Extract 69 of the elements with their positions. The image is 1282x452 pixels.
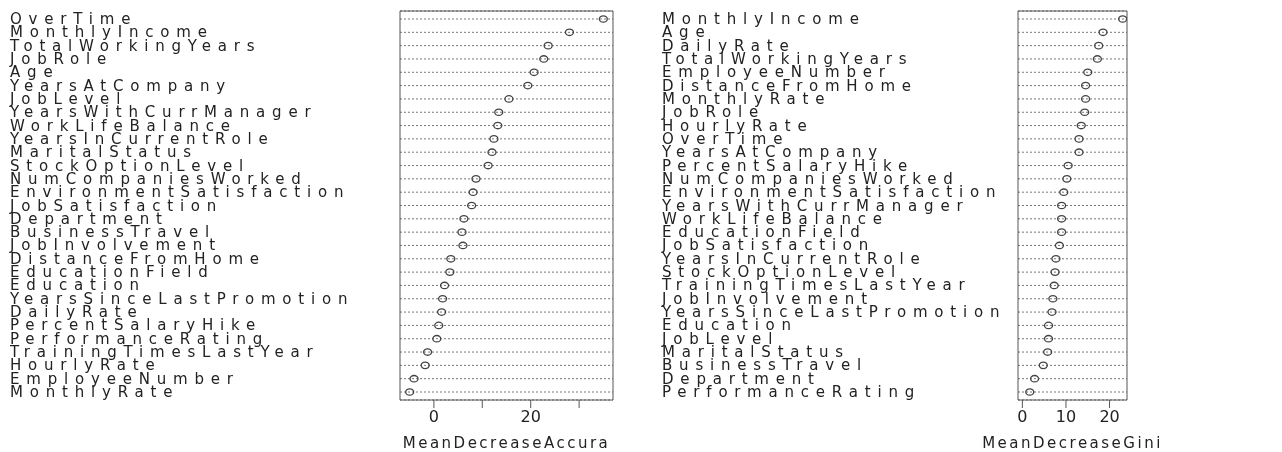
point [1063,161,1073,170]
point [1038,361,1048,370]
point [1043,348,1053,356]
point [1074,135,1084,143]
point [1048,294,1058,303]
point [422,348,433,356]
point [468,188,478,197]
point [1080,81,1091,90]
point [1080,108,1090,117]
point [1043,321,1054,330]
point [1080,95,1091,103]
point [1056,228,1067,236]
point [564,28,575,37]
y-tick-label: Department [662,369,821,388]
point [405,388,415,396]
point [1076,121,1086,130]
y-tick-label: YearsWithCurrManager [661,196,970,215]
x-axis-title: MeanDecreaseAccura [402,434,611,452]
point [1049,281,1059,290]
point [489,135,499,143]
x-tick-label: 0 [428,407,439,426]
point [1050,268,1060,276]
point [436,308,447,316]
point [1043,334,1054,343]
point [446,254,456,263]
y-tick-label: MonthlyIncome [662,9,866,28]
point [1051,254,1061,263]
x-tick-label: 20 [1099,407,1120,426]
point [458,241,468,250]
point [1025,388,1035,396]
point [1062,175,1072,183]
y-tick-label: StockOptionLevel [10,156,250,175]
point [1083,68,1093,77]
point [437,294,448,303]
point [432,334,442,343]
point [439,281,450,290]
point [539,55,549,63]
point [1092,55,1102,63]
x-tick-label: 0 [1017,407,1028,426]
point [471,175,481,183]
point [1098,28,1108,37]
point [459,214,469,223]
point [1029,374,1040,383]
point [1094,41,1104,50]
point [487,148,497,157]
point [523,81,533,90]
point [409,374,419,383]
point [445,268,455,276]
point [483,161,493,170]
x-axis-title: MeanDecreaseGini [982,434,1163,452]
point [1054,241,1065,250]
point [529,68,539,77]
point [543,41,553,50]
point [1047,308,1057,316]
point [467,201,477,210]
point [598,15,608,23]
point [1117,15,1127,23]
x-tick-label: 10 [1055,407,1077,426]
point [457,228,467,236]
x-tick-label: 20 [520,407,541,426]
point [1056,214,1067,223]
point [420,361,430,370]
point [1056,201,1067,210]
point [1059,188,1069,197]
point [494,108,504,117]
point [493,121,503,130]
point [434,321,444,330]
point [504,95,514,103]
point [1074,148,1084,157]
